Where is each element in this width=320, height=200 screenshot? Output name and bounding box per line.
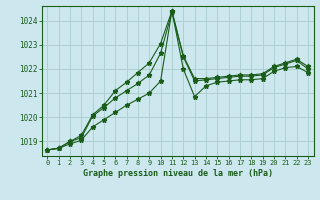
X-axis label: Graphe pression niveau de la mer (hPa): Graphe pression niveau de la mer (hPa)	[83, 169, 273, 178]
